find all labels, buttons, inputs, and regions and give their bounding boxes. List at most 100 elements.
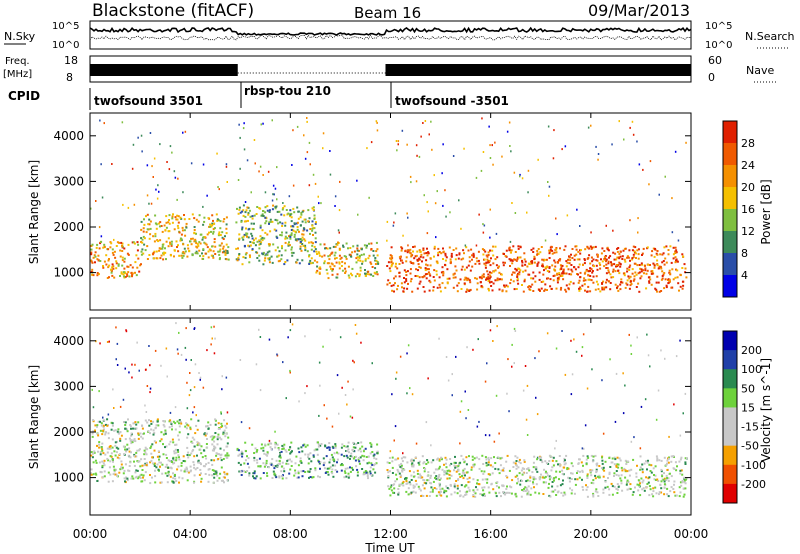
heatmap-cell (624, 476, 627, 479)
heatmap-cell (590, 481, 593, 484)
heatmap-cell (411, 290, 414, 293)
heatmap-cell (421, 455, 424, 458)
heatmap-cell (514, 267, 517, 270)
colorbar-swatch (723, 121, 737, 144)
heatmap-cell (164, 251, 167, 254)
heatmap-cell (492, 163, 494, 166)
heatmap-cell (341, 269, 344, 272)
heatmap-cell (186, 479, 189, 482)
heatmap-cell (301, 243, 304, 245)
heatmap-cell (415, 144, 418, 147)
heatmap-cell (316, 253, 318, 255)
heatmap-cell (140, 134, 143, 137)
heatmap-cell (492, 340, 494, 342)
heatmap-cell (245, 209, 248, 212)
heatmap-cell (648, 183, 650, 186)
heatmap-cell (238, 470, 241, 473)
heatmap-cell (299, 216, 302, 219)
heatmap-cell (196, 444, 199, 447)
heatmap-cell (511, 343, 513, 346)
heatmap-cell (348, 475, 351, 478)
heatmap-cell (196, 441, 199, 444)
heatmap-cell (333, 254, 336, 257)
heatmap-cell (266, 452, 269, 455)
heatmap-cell (553, 479, 555, 482)
heatmap-cell (241, 228, 244, 231)
heatmap-cell (387, 485, 390, 488)
heatmap-cell (173, 452, 176, 455)
heatmap-cell (498, 486, 500, 489)
heatmap-cell (416, 469, 419, 472)
heatmap-cell (177, 454, 180, 457)
heatmap-cell (410, 479, 413, 481)
heatmap-cell (685, 276, 688, 279)
heatmap-cell (532, 481, 534, 484)
heatmap-cell (607, 271, 610, 274)
heatmap-cell (272, 470, 275, 473)
heatmap-cell (300, 211, 303, 214)
heatmap-cell (682, 487, 685, 490)
heatmap-cell (344, 394, 347, 396)
heatmap-cell (124, 463, 127, 466)
heatmap-cell (182, 191, 184, 194)
heatmap-cell (279, 456, 282, 459)
heatmap-cell (313, 218, 316, 220)
heatmap-cell (576, 470, 579, 473)
heatmap-cell (307, 456, 309, 459)
heatmap-cell (417, 485, 420, 488)
heatmap-cell (602, 491, 605, 494)
heatmap-cell (423, 194, 425, 197)
heatmap-cell (91, 432, 94, 435)
heatmap-cell (640, 275, 643, 278)
heatmap-cell (255, 450, 258, 453)
heatmap-cell (443, 470, 446, 473)
heatmap-cell (314, 248, 317, 251)
heatmap-cell (301, 233, 304, 236)
heatmap-cell (129, 461, 132, 464)
heatmap-cell (336, 470, 339, 473)
heatmap-cell (160, 254, 163, 257)
heatmap-cell (311, 244, 314, 247)
heatmap-cell (390, 265, 393, 268)
heatmap-cell (103, 459, 106, 462)
heatmap-cell (668, 472, 671, 475)
heatmap-cell (616, 463, 619, 466)
heatmap-cell (343, 476, 346, 479)
heatmap-cell (363, 253, 365, 256)
heatmap-cell (646, 468, 648, 471)
heatmap-cell (582, 464, 584, 467)
heatmap-cell (122, 445, 125, 448)
heatmap-cell (90, 207, 92, 210)
heatmap-cell (460, 400, 463, 403)
heatmap-cell (266, 209, 269, 212)
heatmap-cell (537, 158, 539, 161)
heatmap-cell (668, 280, 671, 283)
heatmap-cell (319, 267, 322, 270)
heatmap-cell (205, 443, 208, 445)
heatmap-cell (521, 284, 523, 286)
heatmap-cell (181, 229, 184, 232)
heatmap-cell (267, 466, 270, 469)
heatmap-cell (562, 473, 565, 476)
heatmap-cell (190, 162, 193, 165)
heatmap-cell (466, 490, 469, 493)
heatmap-cell (96, 444, 98, 447)
heatmap-cell (446, 282, 449, 285)
heatmap-cell (141, 437, 144, 440)
heatmap-cell (437, 247, 440, 250)
heatmap-cell (132, 427, 134, 430)
heatmap-cell (178, 431, 181, 434)
heatmap-cell (413, 485, 416, 488)
heatmap-cell (133, 455, 136, 458)
heatmap-cell (517, 267, 520, 270)
heatmap-cell (463, 461, 466, 464)
heatmap-cell (654, 247, 656, 250)
heatmap-cell (457, 465, 460, 468)
heatmap-cell (680, 484, 683, 487)
heatmap-cell (239, 463, 242, 466)
colorbar-swatch (723, 369, 737, 389)
heatmap-cell (396, 149, 398, 152)
heatmap-cell (539, 458, 542, 461)
heatmap-cell (661, 277, 664, 280)
heatmap-cell (426, 459, 429, 462)
